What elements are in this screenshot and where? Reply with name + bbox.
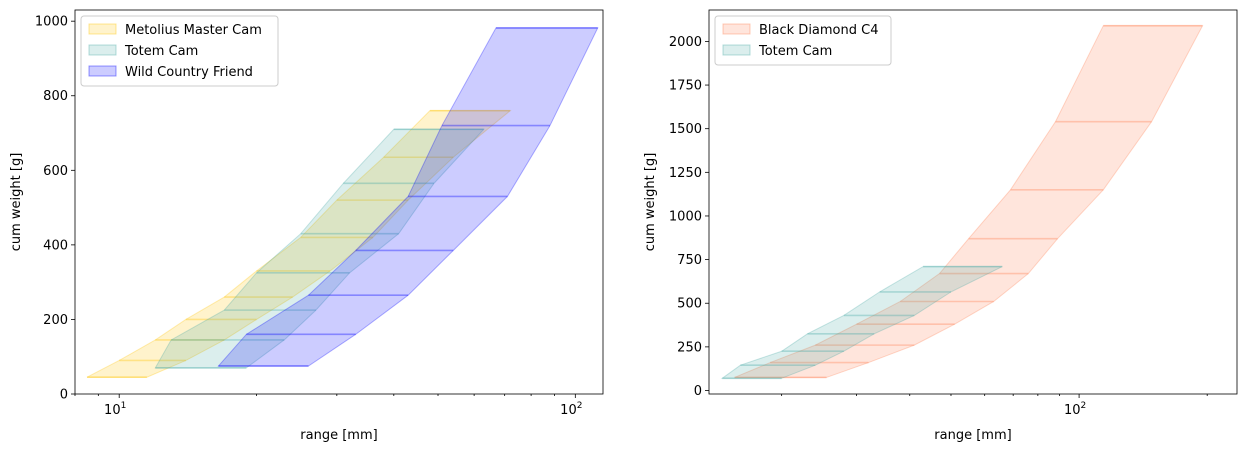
x-tick-label: 102 bbox=[1064, 401, 1086, 418]
legend-swatch bbox=[88, 44, 117, 56]
y-tick-label: 800 bbox=[43, 89, 68, 104]
y-axis-label: cum weight [g] bbox=[9, 153, 24, 252]
legend-label: Metolius Master Cam bbox=[125, 23, 262, 38]
series-area bbox=[720, 266, 1003, 379]
y-tick-label: 1500 bbox=[669, 122, 702, 137]
x-tick-label: 102 bbox=[560, 401, 582, 418]
legend-swatch bbox=[88, 23, 117, 35]
y-tick-label: 1000 bbox=[35, 15, 68, 30]
series-area bbox=[217, 27, 599, 367]
legend-swatch bbox=[88, 65, 117, 77]
legend-swatch bbox=[722, 23, 751, 35]
chart-panel-2: 0 250 500 750 1000 1250 1500 1750 2000 102 range [… bbox=[643, 9, 1238, 443]
legend-label: Totem Cam bbox=[758, 44, 832, 59]
legend: Black Diamond C4 Totem Cam bbox=[714, 15, 892, 66]
series-1-2 bbox=[154, 128, 485, 369]
y-tick-label: 500 bbox=[677, 297, 702, 312]
legend-label: Totem Cam bbox=[124, 44, 198, 59]
chart-panel-1: 0 200 400 600 800 1000 101 102 range [mm] cum wei… bbox=[9, 9, 604, 443]
legend: Metolius Master Cam Totem Cam Wild Country… bbox=[80, 15, 279, 87]
legend-frame bbox=[714, 15, 892, 66]
axes-frame bbox=[74, 9, 604, 395]
y-tick-label: 2000 bbox=[669, 35, 702, 50]
y-tick-label: 600 bbox=[43, 164, 68, 179]
series-2-2 bbox=[720, 265, 1003, 380]
legend-label: Black Diamond C4 bbox=[759, 23, 878, 38]
series-area bbox=[734, 25, 1204, 378]
series-area bbox=[86, 110, 512, 378]
x-axis-label: range [mm] bbox=[300, 428, 377, 443]
axes-frame bbox=[708, 9, 1238, 395]
y-tick-label: 1250 bbox=[669, 166, 702, 181]
y-tick-label: 1750 bbox=[669, 79, 702, 94]
series-area bbox=[154, 128, 485, 369]
series-1-3 bbox=[217, 27, 599, 367]
y-axis-label: cum weight [g] bbox=[643, 153, 658, 252]
y-tick-label: 1000 bbox=[669, 209, 702, 224]
series-1-1 bbox=[86, 109, 512, 379]
y-tick-label: 0 bbox=[60, 388, 68, 403]
y-tick-label: 400 bbox=[43, 238, 68, 253]
y-tick-label: 250 bbox=[677, 340, 702, 355]
x-tick-label: 101 bbox=[104, 401, 126, 418]
y-tick-label: 200 bbox=[43, 313, 68, 328]
series-2-1 bbox=[734, 24, 1204, 379]
legend-frame bbox=[80, 15, 279, 87]
x-axis-label: range [mm] bbox=[934, 428, 1011, 443]
legend-swatch bbox=[722, 44, 751, 56]
y-tick-label: 0 bbox=[694, 384, 702, 399]
y-tick-label: 750 bbox=[677, 253, 702, 268]
legend-label: Wild Country Friend bbox=[125, 65, 253, 80]
